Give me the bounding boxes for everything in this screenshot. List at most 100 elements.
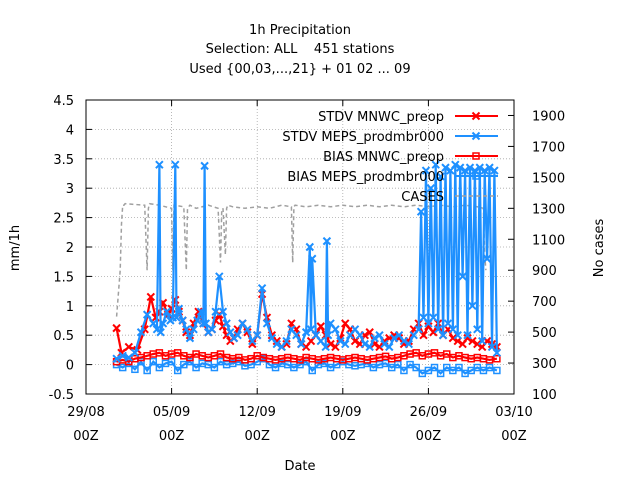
data-point <box>321 342 330 352</box>
data-point <box>473 339 482 349</box>
marker-stroke <box>429 328 438 337</box>
data-point <box>399 336 409 346</box>
x-tick-label-time: 00Z <box>330 429 356 444</box>
data-point <box>222 319 231 328</box>
data-point <box>493 366 501 375</box>
marker-stroke <box>196 307 206 316</box>
marker-stroke <box>431 160 440 169</box>
marker-stroke <box>350 325 360 334</box>
marker-stroke <box>380 339 389 349</box>
data-point <box>196 307 206 316</box>
marker-stroke <box>316 336 325 346</box>
series-layer <box>112 160 502 378</box>
marker-stroke <box>174 304 184 313</box>
data-point <box>172 313 181 322</box>
data-point <box>436 369 445 378</box>
data-point <box>448 333 458 343</box>
marker-stroke <box>155 160 164 169</box>
marker-stroke <box>112 354 121 363</box>
x-tick-label: 05/09 <box>153 405 190 420</box>
marker-stroke <box>162 307 171 316</box>
title-line-1: 1h Precipitation <box>249 23 351 38</box>
marker-stroke <box>146 292 156 302</box>
marker-stroke <box>326 319 335 328</box>
marker-stroke <box>365 328 374 337</box>
data-point <box>463 330 472 340</box>
data-point <box>477 336 487 346</box>
x-tick-label-time: 00Z <box>416 429 442 444</box>
marker-stroke <box>257 283 267 293</box>
axes: 29/08 00Z 05/09 00Z 12/09 00Z 19/09 00Z 26/09 00Z… <box>49 94 565 444</box>
y2-axis-label: No cases <box>592 219 607 278</box>
data-point <box>112 354 121 363</box>
marker-stroke <box>282 336 291 346</box>
marker-stroke <box>473 339 482 349</box>
marker-stroke <box>389 333 399 343</box>
marker-stroke <box>243 325 252 334</box>
marker-stroke <box>448 333 458 343</box>
data-point <box>429 328 438 337</box>
data-point <box>394 360 402 369</box>
y2-tick-label: 500 <box>532 326 557 341</box>
marker-stroke <box>463 333 472 343</box>
marker-stroke <box>460 166 470 175</box>
y2-tick-label: 100 <box>532 388 557 403</box>
marker-stroke <box>185 333 195 343</box>
marker-stroke <box>443 319 453 328</box>
marker-stroke <box>421 166 431 175</box>
marker-stroke <box>490 166 499 175</box>
data-point <box>262 319 272 328</box>
legend-label: STDV MEPS_prodmbr000 <box>282 130 444 145</box>
marker-stroke <box>178 316 187 325</box>
data-point <box>158 319 168 328</box>
data-point <box>430 363 439 372</box>
marker-stroke <box>262 319 272 328</box>
y-tick-label: 3.5 <box>53 153 74 168</box>
marker-stroke <box>419 330 428 340</box>
marker-stroke <box>118 351 127 360</box>
y2-tick-label: 300 <box>532 357 557 372</box>
data-point <box>475 163 484 172</box>
data-point <box>178 316 187 325</box>
marker-stroke <box>323 330 333 340</box>
data-point <box>118 351 127 360</box>
marker-stroke <box>124 342 134 352</box>
data-point <box>451 160 460 169</box>
marker-stroke <box>326 339 335 349</box>
legend: STDV MNWC_preop STDV MEPS_prodmbr000 BIAS … <box>282 110 498 205</box>
data-point <box>136 328 146 337</box>
data-point <box>272 339 281 349</box>
x-tick-label: 03/10 <box>495 405 532 420</box>
data-point <box>438 330 448 340</box>
y-tick-label: 4.5 <box>53 94 74 109</box>
y2-tick-label: 1300 <box>532 202 565 217</box>
data-point <box>248 339 257 349</box>
data-point <box>468 301 477 311</box>
data-point <box>355 330 365 340</box>
title-line-2: Selection: ALL 451 stations <box>206 42 395 57</box>
data-point <box>412 363 420 372</box>
marker-stroke <box>226 328 235 337</box>
data-point <box>199 319 208 328</box>
y2-tick-label: 1100 <box>532 233 565 248</box>
marker-stroke <box>201 319 211 328</box>
x-axis-label: Date <box>284 459 315 474</box>
data-point <box>149 357 158 366</box>
data-point <box>490 166 499 175</box>
marker-stroke <box>272 339 281 349</box>
data-point <box>485 356 494 364</box>
data-point <box>207 325 217 334</box>
data-point <box>485 163 494 172</box>
marker-stroke <box>426 183 436 193</box>
marker-stroke <box>322 236 332 246</box>
data-point <box>308 254 317 263</box>
series-cases <box>115 202 487 317</box>
marker-stroke <box>468 301 477 311</box>
marker-stroke <box>451 160 460 169</box>
marker-stroke <box>189 325 198 334</box>
marker-stroke <box>222 319 231 328</box>
marker-stroke <box>438 330 448 340</box>
data-point <box>233 330 242 340</box>
y-tick-label: 0.5 <box>53 329 74 344</box>
